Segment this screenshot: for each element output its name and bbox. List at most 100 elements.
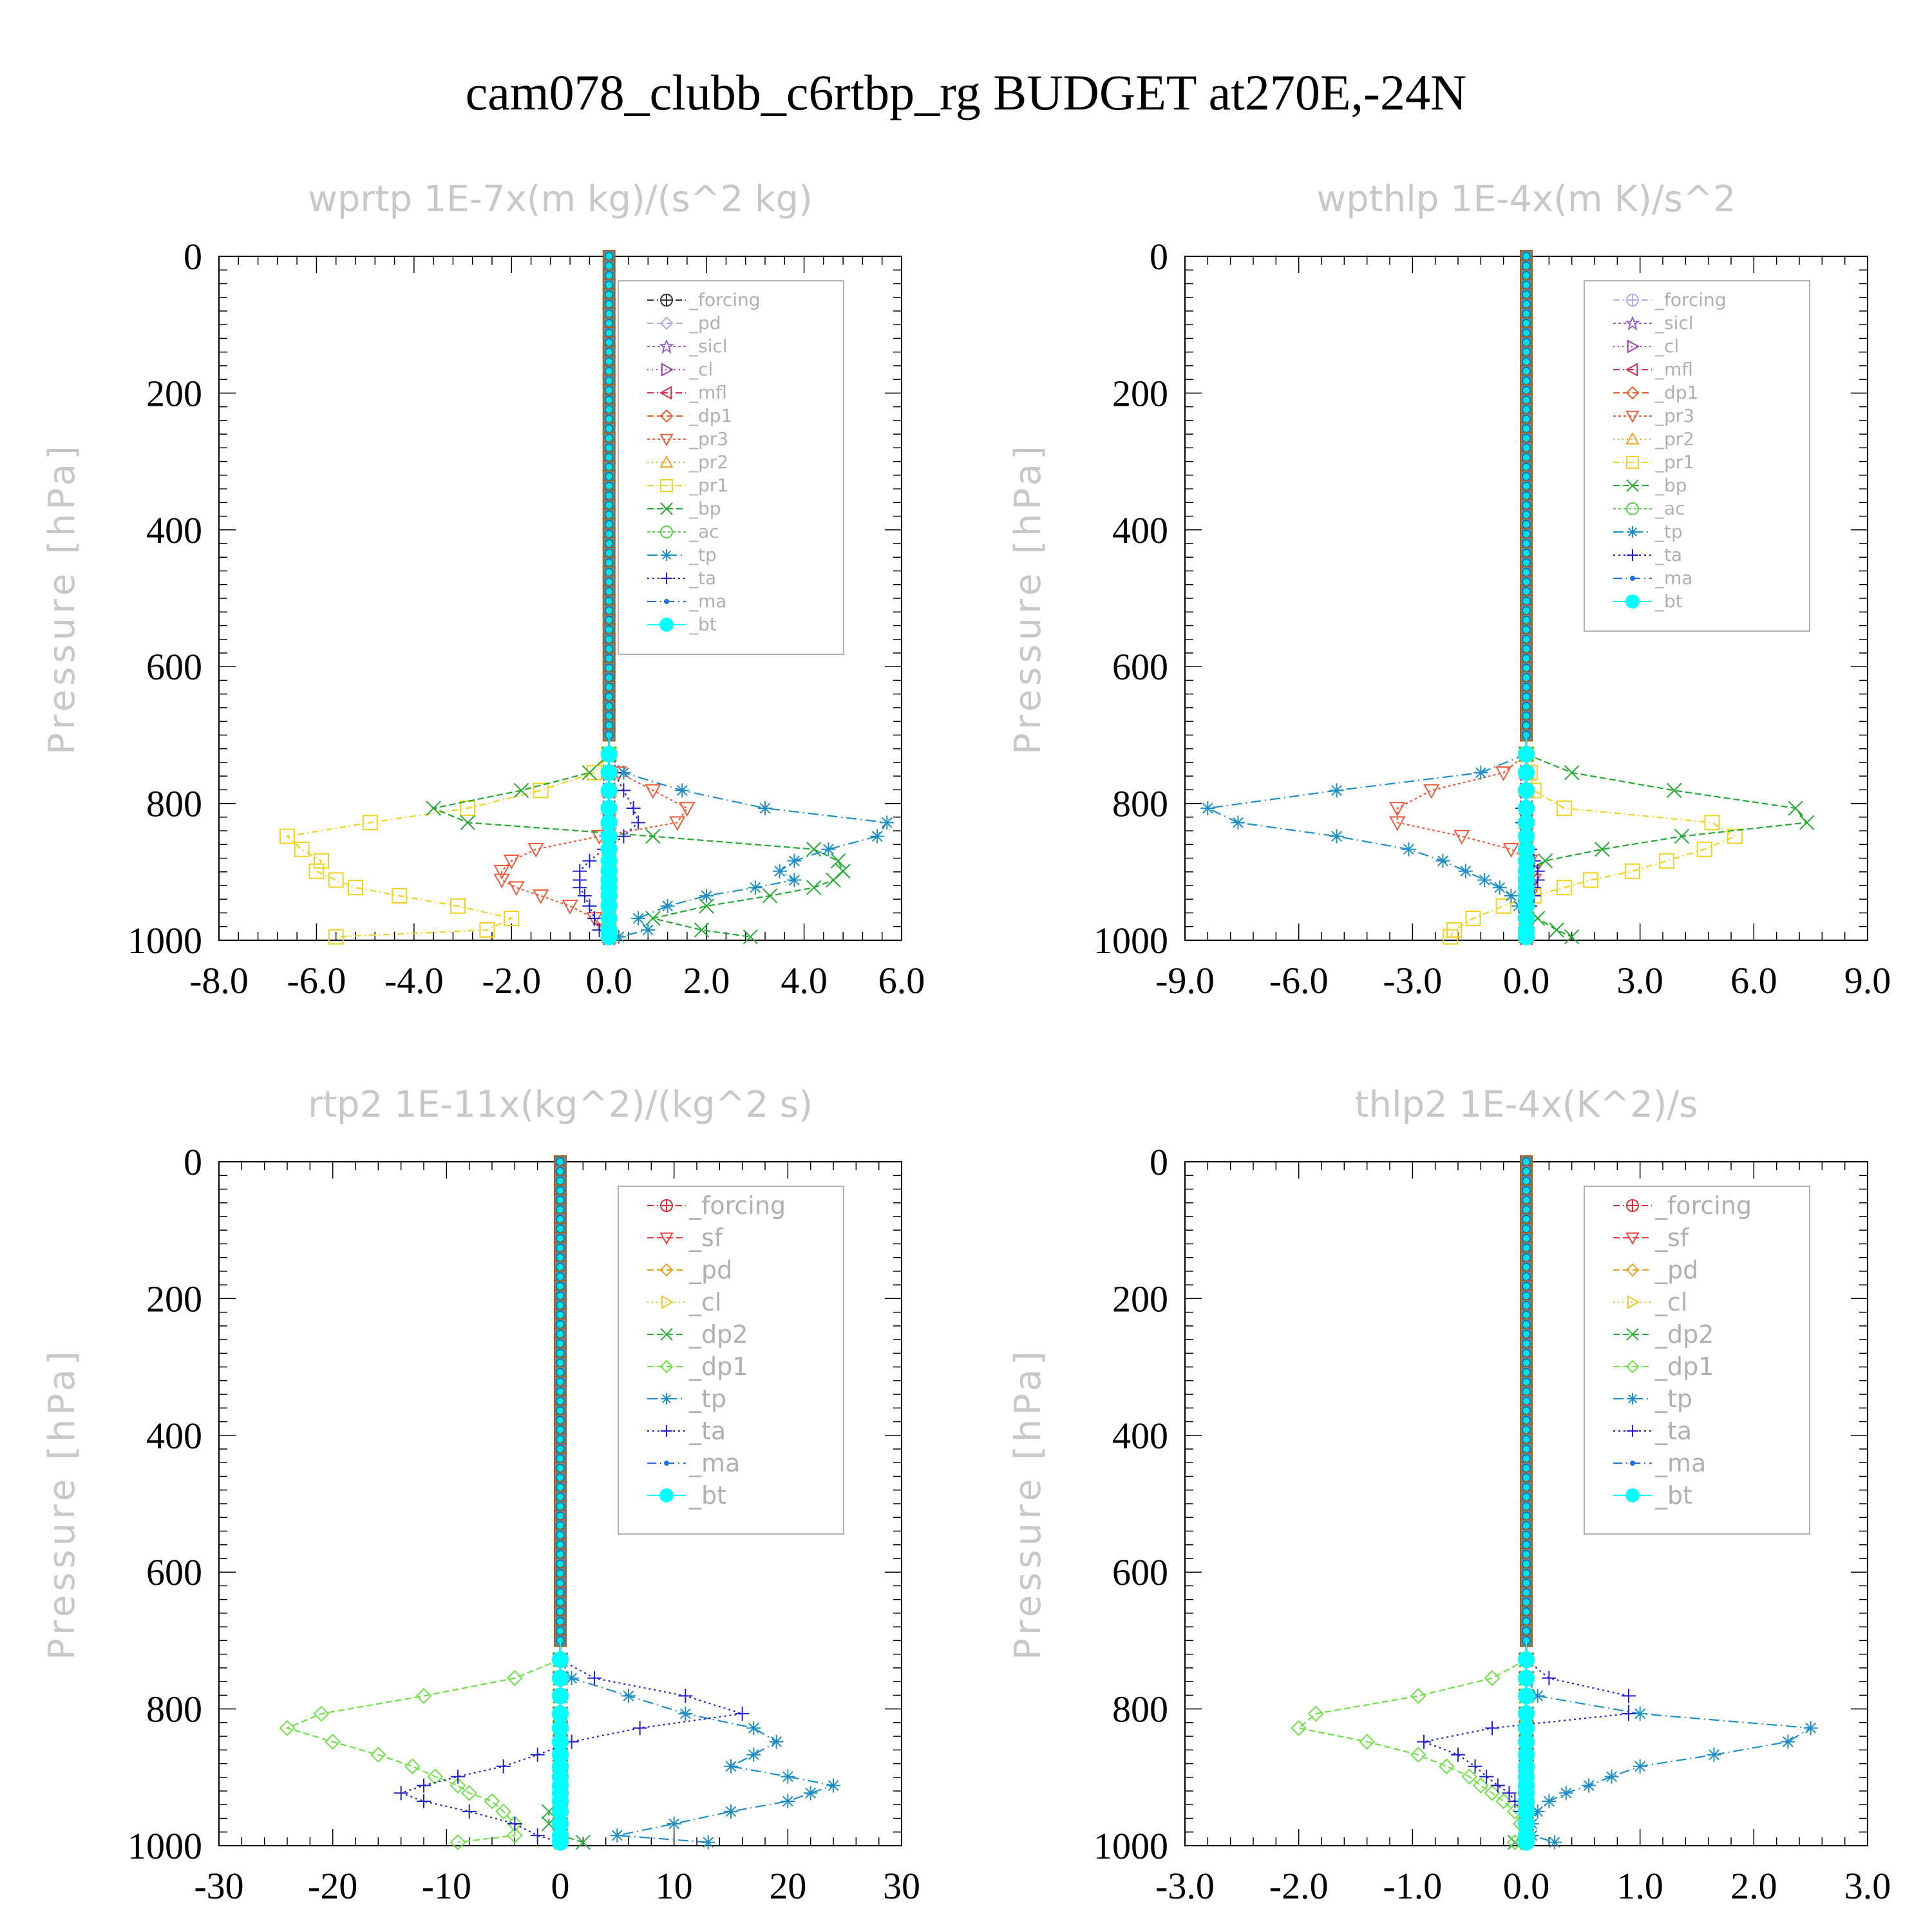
- series-line: [1297, 1640, 1528, 1843]
- bt-marker: [1522, 529, 1531, 538]
- legend: _forcing _sf _pd _cl _dp2 _dp1 _tp _ta _ma _bt: [618, 1186, 844, 1535]
- data-point: [450, 1834, 466, 1851]
- data-point: [1556, 800, 1572, 817]
- legend-item-sicl: _sicl: [647, 336, 728, 357]
- legend-swatch-marker: [661, 363, 674, 377]
- bt-marker: [1522, 673, 1531, 682]
- bt-marker: [1522, 1598, 1531, 1607]
- data-point: [1517, 746, 1535, 763]
- y-axis-label: Pressure [hPa]: [1007, 442, 1049, 755]
- data-point: [460, 800, 476, 817]
- data-point: [616, 783, 631, 798]
- legend-item-dp1: _dp1: [1613, 1352, 1714, 1381]
- data-point: [600, 799, 618, 817]
- legend-item-pr2: _pr2: [647, 451, 728, 473]
- bt-marker: [1522, 1626, 1531, 1636]
- legend-item-tp: _tp: [647, 1385, 726, 1413]
- data-point: [393, 1786, 408, 1801]
- data-point: [1472, 1777, 1489, 1794]
- legend-item-pd: _pd: [647, 312, 721, 334]
- data-point: [404, 1758, 421, 1775]
- data-point: [1389, 802, 1406, 817]
- y-tick-label: 800: [146, 1689, 202, 1730]
- x-tick-label: -8.0: [189, 960, 249, 1001]
- data-point: [562, 900, 578, 914]
- series-tp: [601, 735, 895, 944]
- data-point: [616, 829, 631, 844]
- x-tick-label: 0: [551, 1865, 570, 1907]
- legend-label: _ma: [688, 591, 726, 612]
- bt-marker: [604, 529, 614, 538]
- bt-marker: [1522, 252, 1531, 261]
- bt-marker: [556, 1272, 565, 1282]
- legend-item-ma: _ma: [647, 1449, 740, 1477]
- data-point: [1401, 842, 1416, 857]
- legend-swatch-marker: [1627, 526, 1638, 538]
- legend-swatch-marker: [1627, 1295, 1640, 1309]
- bt-marker: [1522, 1291, 1531, 1300]
- legend-swatch-marker: [1630, 576, 1635, 581]
- legend-swatch-marker: [661, 573, 672, 584]
- data-point: [1696, 841, 1712, 857]
- legend-label: _ma: [1654, 567, 1692, 589]
- y-tick-label: 1000: [1094, 1825, 1168, 1867]
- bt-marker: [604, 587, 614, 596]
- data-point: [551, 1651, 569, 1669]
- bt-marker: [1522, 261, 1531, 270]
- legend-label: _dp1: [1654, 382, 1698, 403]
- bt-marker: [556, 1511, 565, 1520]
- data-point: [493, 873, 510, 889]
- bt-marker: [604, 482, 614, 491]
- data-point: [826, 1778, 840, 1793]
- data-point: [507, 1817, 522, 1832]
- bt-marker: [556, 1598, 565, 1607]
- legend-item-ma: _ma: [1613, 1449, 1706, 1477]
- legend-label: _dp2: [688, 1320, 748, 1349]
- data-point: [417, 1778, 431, 1793]
- bt-marker: [1522, 433, 1531, 443]
- y-tick-label: 400: [1112, 509, 1168, 551]
- legend-swatch-marker: [659, 1359, 674, 1374]
- data-point: [1473, 765, 1488, 780]
- bt-marker: [604, 721, 614, 730]
- upper-level-markers: [554, 1155, 567, 1846]
- data-point: [1517, 1687, 1535, 1705]
- data-point: [1443, 929, 1459, 945]
- bt-marker: [1522, 462, 1531, 471]
- legend-item-tp: _tp: [1613, 521, 1683, 542]
- x-tick-label: -1.0: [1383, 1865, 1442, 1907]
- y-tick-label: 1000: [128, 1825, 202, 1867]
- x-tick-label: 10: [656, 1865, 693, 1907]
- x-tick-label: -10: [422, 1865, 471, 1907]
- bt-marker: [604, 539, 614, 548]
- bt-marker: [1522, 270, 1531, 280]
- legend-swatch-marker: [1625, 316, 1640, 331]
- bt-marker: [1522, 405, 1531, 414]
- upper-level-markers: [1520, 250, 1533, 940]
- bt-marker: [556, 1502, 565, 1511]
- bt-marker: [556, 1607, 565, 1616]
- legend-item-mfl: _mfl: [1613, 359, 1693, 380]
- data-point: [1484, 1785, 1501, 1801]
- series-line: [285, 735, 610, 938]
- series-dp1: [279, 1640, 569, 1851]
- bt-marker: [556, 1454, 565, 1463]
- bt-marker: [556, 1291, 565, 1300]
- legend-label: _forcing: [688, 1191, 786, 1220]
- legend-label: _sicl: [1654, 312, 1694, 334]
- data-point: [632, 1721, 647, 1736]
- legend-item-bp: _bp: [647, 498, 721, 519]
- data-point: [1329, 783, 1344, 798]
- series-tp: [553, 1640, 840, 1850]
- legend-swatch-marker: [1626, 1199, 1640, 1212]
- bt-marker: [556, 1311, 565, 1320]
- legend-label: _ta: [688, 567, 716, 589]
- data-point: [308, 863, 325, 879]
- bt-marker: [1522, 1569, 1531, 1578]
- bt-marker: [556, 1167, 565, 1176]
- legend-swatch-marker: [1627, 339, 1640, 354]
- data-point: [1564, 929, 1580, 945]
- bt-marker: [1522, 692, 1531, 701]
- x-tick-label: 9.0: [1844, 960, 1891, 1001]
- legend-label: _pd: [688, 312, 721, 334]
